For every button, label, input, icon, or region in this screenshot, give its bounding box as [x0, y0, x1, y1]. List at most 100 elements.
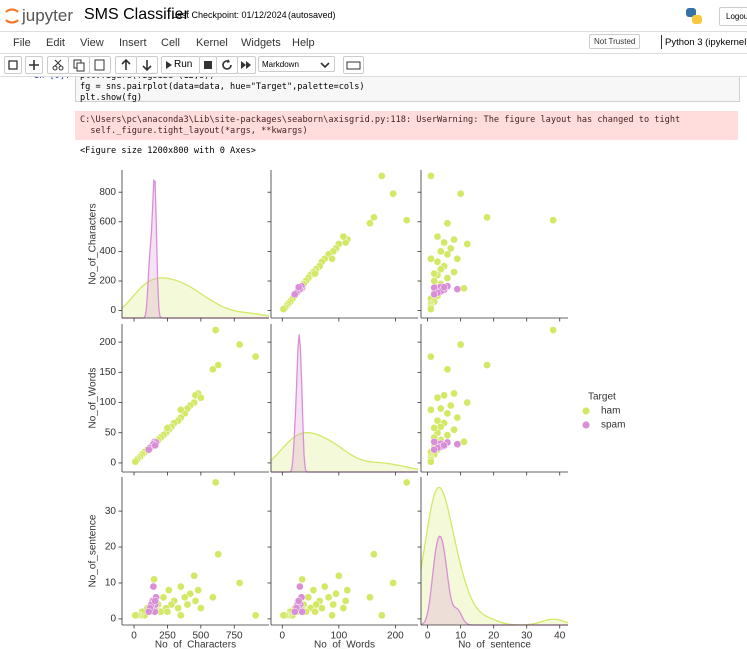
x-axis-label: No_of_Words [314, 640, 375, 649]
cut-button[interactable] [47, 56, 69, 74]
scatter-point [430, 424, 439, 432]
scatter-point [440, 283, 448, 292]
scatter-point [251, 352, 260, 361]
scatter-point [339, 604, 348, 612]
run-all-button[interactable] [237, 56, 256, 74]
scatter-point [294, 283, 303, 292]
scatter-point [163, 424, 172, 432]
stop-button[interactable] [199, 56, 217, 74]
header [0, 0, 747, 32]
scatter-point [196, 393, 205, 402]
scatter-point [290, 290, 299, 299]
scatter-point [450, 425, 458, 434]
code-line: plt.show(fg) [80, 93, 143, 103]
scatter-point [453, 440, 462, 449]
command-palette-button[interactable] [343, 56, 364, 74]
y-tick-label: 150 [99, 367, 116, 378]
scatter-point [294, 597, 303, 605]
scatter-point [483, 213, 491, 222]
separator [0, 53, 747, 54]
scatter-point [433, 393, 442, 402]
x-tick-label: 40 [554, 631, 566, 642]
scatter-point [341, 597, 350, 605]
scatter-point [366, 593, 374, 602]
menu-item[interactable]: File [13, 37, 31, 49]
cell-prompt: In [9]: [34, 77, 70, 81]
scatter-point [151, 441, 159, 450]
scatter-point [183, 600, 192, 609]
scatter-point [159, 593, 168, 602]
scatter-point [328, 611, 336, 620]
cell-type-select[interactable]: Markdown [258, 56, 335, 72]
cell-output: <Figure size 1200x800 with 0 Axes> [80, 146, 256, 156]
menu-item[interactable]: View [80, 37, 104, 49]
scatter-point [453, 254, 462, 263]
copy-button[interactable] [68, 56, 90, 74]
run-button[interactable]: Run [161, 56, 200, 74]
scatter-point [251, 611, 260, 620]
cell-type-label: Markdown [262, 60, 299, 69]
cell[interactable]: In [9]: plt.figure(figsize=(12,8)) fg = … [0, 77, 747, 147]
menu-item[interactable]: Edit [46, 37, 65, 49]
menu-item[interactable]: Insert [119, 37, 147, 49]
scatter-point [328, 254, 336, 263]
logout-button[interactable]: Logout [719, 7, 747, 26]
scatter-point [370, 550, 378, 559]
scatter-point [334, 571, 343, 580]
move-up-button[interactable] [115, 56, 137, 74]
menu-item[interactable]: Widgets [241, 37, 281, 49]
scatter-point [440, 238, 448, 247]
y-tick-label: 0 [110, 458, 116, 469]
legend-label: spam [601, 420, 625, 431]
menu-item[interactable]: Kernel [196, 37, 228, 49]
scatter-point [211, 326, 220, 334]
move-down-button[interactable] [136, 56, 158, 74]
y-tick-label: 0 [110, 614, 116, 625]
scatter-point [235, 340, 244, 349]
paste-button[interactable] [89, 56, 111, 74]
scatter-point [311, 269, 319, 278]
scatter-point [436, 265, 445, 274]
y-tick-label: 200 [99, 337, 116, 348]
run-label: Run [174, 59, 193, 70]
scatter-point [164, 586, 173, 595]
scatter-point [427, 254, 435, 263]
legend-marker [582, 421, 590, 429]
restart-button[interactable] [216, 56, 238, 74]
trusted-indicator[interactable]: Not Trusted [589, 34, 641, 49]
scatter-point [190, 571, 199, 580]
kde-area [122, 277, 269, 318]
scatter-point [453, 413, 462, 422]
scatter-point [436, 404, 445, 413]
scatter-point [214, 550, 223, 559]
y-tick-label: 100 [99, 397, 116, 408]
scatter-point [443, 365, 452, 374]
scatter-point [176, 582, 185, 591]
scatter-point [163, 607, 172, 616]
x-axis-label: No_of_Characters [155, 640, 236, 649]
notebook-title[interactable]: SMS Classifier [84, 6, 189, 23]
code-area[interactable] [75, 77, 740, 102]
menu-item[interactable]: Help [292, 37, 315, 49]
menu-item[interactable]: Cell [161, 37, 180, 49]
scatter-point [430, 445, 439, 454]
scatter-point [460, 284, 468, 293]
scatter-point [450, 389, 458, 398]
x-tick-label: 0 [280, 631, 286, 642]
x-tick-label: 0 [425, 631, 431, 642]
logo-text: jupyter [22, 6, 74, 25]
separator [0, 76, 747, 77]
autosaved: (autosaved) [288, 10, 336, 20]
scatter-point [549, 326, 557, 334]
python-logo [686, 8, 702, 24]
x-tick-label: 30 [521, 631, 533, 642]
scatter-point [450, 235, 458, 244]
save-button[interactable] [4, 56, 22, 74]
kde-area [271, 432, 418, 472]
scatter-point [131, 611, 140, 620]
kde-line [121, 277, 270, 317]
legend-title: Target [588, 392, 616, 403]
scatter-point [196, 604, 205, 612]
insert-button[interactable] [25, 56, 43, 74]
y-tick-label: 400 [99, 246, 116, 257]
